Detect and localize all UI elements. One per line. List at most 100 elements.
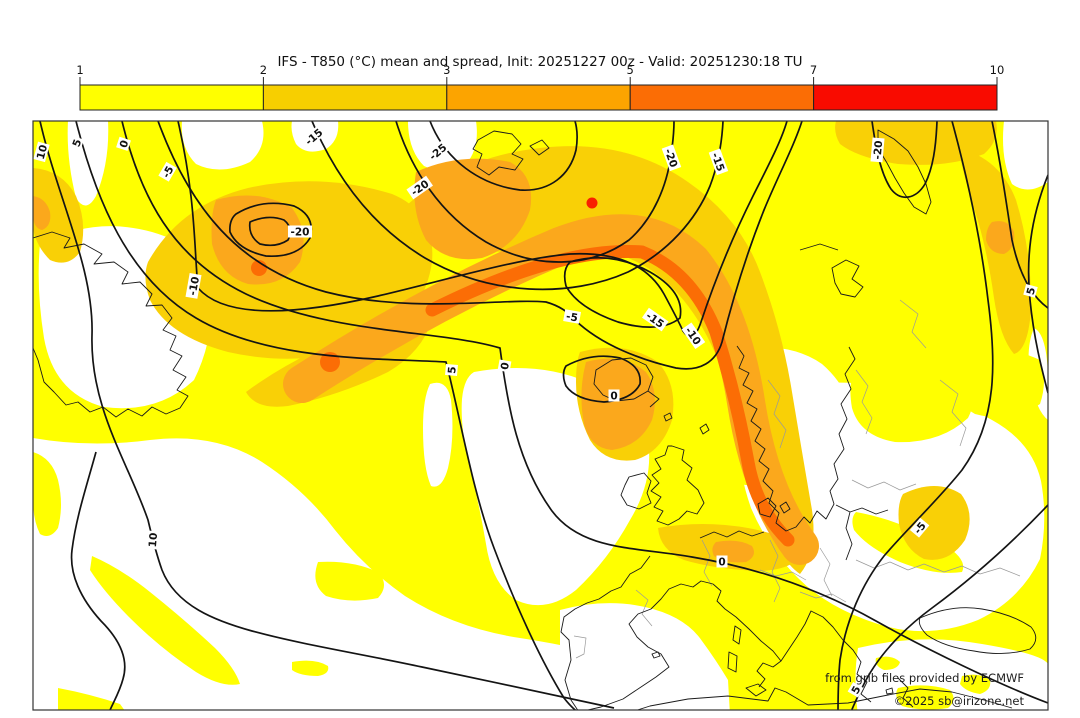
contour-label-bg: [563, 309, 582, 324]
border-line: [767, 379, 787, 449]
colorbar-tick-labels: 1 2 3 5 7 10: [76, 63, 1004, 77]
attribution-copyright: ©2025 sb@irizone.net: [894, 694, 1025, 708]
contour-label-bg: [661, 144, 682, 172]
white-region: [181, 121, 264, 170]
contour-label: 5: [445, 363, 459, 376]
white-region: [1003, 121, 1048, 190]
contour-label-bg: [185, 273, 202, 299]
coastline-norway: [736, 345, 856, 532]
contour-label: 10: [145, 530, 160, 550]
contour-label: -20: [288, 225, 312, 239]
coastline-mediterranean-spain: [585, 580, 714, 710]
contour-line-right-edge: [1027, 174, 1048, 394]
contour-line-10: [39, 121, 615, 709]
border-line: [899, 299, 927, 349]
svg-text:0: 0: [118, 139, 132, 150]
contour-label-bg: [288, 225, 312, 238]
contour-label-bg: [424, 139, 451, 164]
border-line: [819, 547, 833, 597]
contour-line: [70, 451, 126, 710]
contour-line-0: [121, 121, 1048, 704]
colorbar-tick-label: 3: [443, 63, 450, 77]
coastline-ireland: [620, 472, 652, 510]
orange-region-iceland: [581, 358, 655, 450]
coastline-med-islands: [651, 625, 767, 697]
yellow-streak: [850, 368, 973, 443]
contour-label: 0: [716, 555, 728, 569]
contour-label: -5: [909, 517, 930, 538]
colorbar-tick-label: 10: [990, 63, 1005, 77]
gold-region-band: [398, 146, 814, 575]
contour-line-minus10: [177, 121, 788, 338]
colorbar-tick-label: 1: [76, 63, 83, 77]
contour-labels: 10 5 0 -5 -10 -15 -20 -20 -25 -15 -20 -2…: [33, 124, 1038, 698]
border-line: [851, 479, 917, 491]
contour-label: -5: [563, 309, 582, 325]
colorbar-segment: [79, 84, 264, 111]
contour-label: 5: [847, 681, 864, 698]
colorbar-segment: [629, 84, 815, 111]
country-borders: [573, 299, 1021, 659]
coastline-islands: [663, 412, 710, 435]
border-line: [769, 539, 781, 603]
contour-label-bg: [716, 555, 728, 568]
svg-text:-10: -10: [187, 276, 202, 297]
contour-label-bg: [69, 135, 85, 151]
border-line: [573, 635, 587, 659]
coastline-north-sea: [699, 530, 765, 539]
svg-text:10: 10: [147, 532, 160, 548]
svg-text:5: 5: [1025, 286, 1038, 296]
contour-label-bg: [847, 681, 864, 698]
coastline-white-sea: [799, 243, 864, 298]
white-region-iberia: [560, 603, 730, 710]
svg-text:-20: -20: [872, 140, 886, 160]
yellow-streak: [33, 452, 61, 536]
contour-label: 0: [608, 389, 620, 403]
contour-label-bg: [497, 359, 512, 373]
colorbar-segment: [813, 84, 998, 111]
contour-line-minus5: [157, 121, 803, 370]
coastline-britain: [650, 445, 705, 526]
spread-colorbar: 1 2 3 5 7 10: [76, 63, 1004, 111]
coastline-france-iberia: [560, 555, 651, 710]
contour-label-bg: [445, 363, 458, 376]
contour-line-minus25: [429, 121, 578, 191]
border-line: [701, 539, 713, 587]
contour-label-bg: [681, 322, 706, 349]
contour-label-bg: [708, 148, 729, 176]
contour-label: 0: [497, 359, 512, 373]
coastline-iceland: [593, 357, 660, 408]
yellow-streak: [948, 344, 1044, 418]
colorbar-segment: [446, 84, 631, 111]
dark-orange-spot: [320, 352, 340, 372]
map-border: [32, 120, 1049, 711]
orange-region: [986, 221, 1015, 254]
contour-label: -5: [158, 161, 177, 182]
contour-label: 0: [116, 136, 132, 151]
contour-label-bg: [33, 141, 50, 163]
border-line: [855, 559, 1021, 577]
yellow-streak: [315, 561, 384, 601]
yellow-streak: [960, 674, 991, 694]
contour-label-bg: [300, 124, 327, 149]
contour-label-bg: [116, 136, 131, 151]
chart-title: IFS - T850 (°C) mean and spread, Init: 2…: [277, 54, 802, 70]
colorbar-segment: [262, 84, 448, 111]
contour-label: -20: [870, 137, 886, 163]
border-line: [635, 589, 653, 627]
contour-label: 10: [33, 141, 50, 163]
coastline-novaya-zemlya: [877, 129, 932, 215]
gold-region: [898, 486, 970, 560]
svg-text:5: 5: [446, 366, 459, 374]
svg-text:-5: -5: [565, 311, 579, 325]
contour-line-black-sea: [850, 504, 1048, 710]
red-spread-spot: [586, 197, 598, 209]
svg-text:-5: -5: [160, 164, 176, 180]
svg-text:-20: -20: [291, 227, 310, 239]
colorbar-tick-label: 5: [627, 63, 634, 77]
spread-fill-orange-regions: [33, 158, 1015, 563]
svg-text:0: 0: [499, 361, 512, 370]
coastline-aegean: [885, 677, 914, 708]
contour-loop-0-iceland: [562, 355, 641, 403]
